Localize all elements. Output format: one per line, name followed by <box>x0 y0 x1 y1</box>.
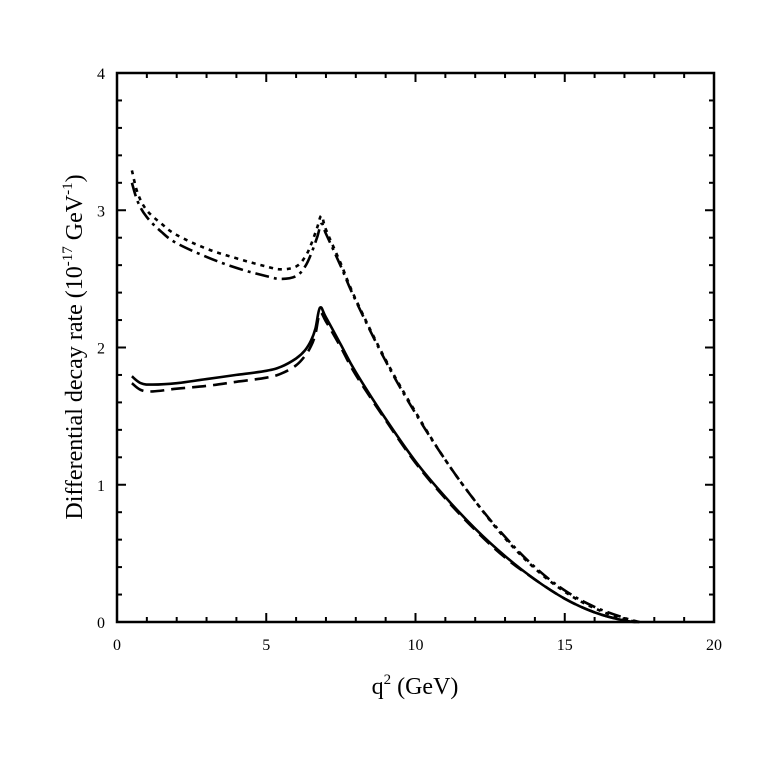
x-tick-label: 0 <box>113 637 121 654</box>
y-axis-title-mid: GeV <box>62 194 88 246</box>
y-axis-title-sup1: -17 <box>60 246 76 266</box>
y-tick-label: 0 <box>97 615 105 632</box>
x-tick-label: 10 <box>408 637 424 654</box>
y-axis-title-sup2: -1 <box>60 182 76 195</box>
series-layer <box>130 170 640 624</box>
y-tick-label: 2 <box>97 341 105 358</box>
x-axis-title-sup: 2 <box>384 672 392 688</box>
y-tick-label: 4 <box>97 66 105 83</box>
y-tick-label: 1 <box>97 478 105 495</box>
series-dotted-line <box>130 170 640 624</box>
y-tick-label: 3 <box>97 203 105 220</box>
x-axis-title-unit: (GeV) <box>391 674 458 700</box>
axis-ticks <box>116 72 715 623</box>
series-dashed-line <box>131 311 640 624</box>
x-tick-label: 15 <box>557 637 573 654</box>
x-axis-title-main: q <box>372 674 384 700</box>
axis-tick-labels: 0 5 10 15 20 0 1 2 3 4 <box>97 66 722 654</box>
y-axis-title-end: ) <box>62 174 88 182</box>
y-axis-title: Differential decay rate (10-17 GeV-1) <box>60 174 88 519</box>
series-dash-dot-line <box>130 182 640 624</box>
x-axis-title: q2 (GeV) <box>372 672 459 700</box>
y-axis-title-main: Differential decay rate (10 <box>62 266 88 519</box>
x-tick-label: 5 <box>262 637 270 654</box>
x-tick-label: 20 <box>706 637 722 654</box>
plot-frame <box>115 71 716 624</box>
series-solid-line <box>131 305 640 624</box>
